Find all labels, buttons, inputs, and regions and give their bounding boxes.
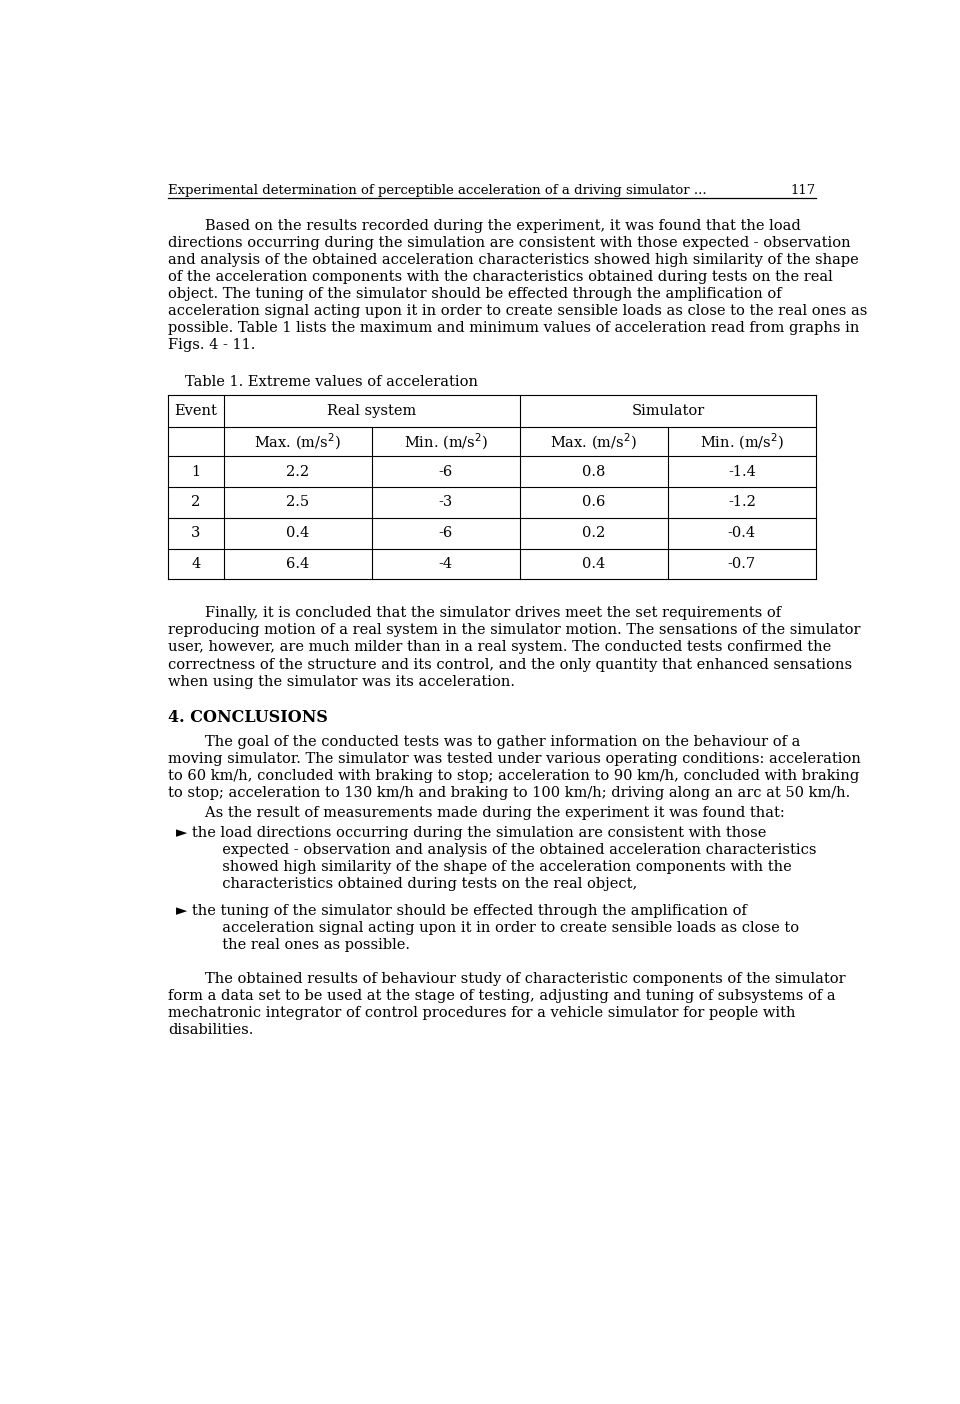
Text: 2.5: 2.5 <box>286 496 309 510</box>
Text: when using the simulator was its acceleration.: when using the simulator was its acceler… <box>168 675 516 689</box>
Text: possible. Table 1 lists the maximum and minimum values of acceleration read from: possible. Table 1 lists the maximum and … <box>168 322 859 336</box>
Text: Simulator: Simulator <box>632 404 705 418</box>
Text: The obtained results of behaviour study of characteristic components of the simu: The obtained results of behaviour study … <box>168 972 846 986</box>
Text: 3: 3 <box>191 526 201 541</box>
Text: Max. (m/s$^2$): Max. (m/s$^2$) <box>550 431 637 452</box>
Text: Max. (m/s$^2$): Max. (m/s$^2$) <box>254 431 342 452</box>
Text: -0.4: -0.4 <box>728 526 756 541</box>
Text: -0.7: -0.7 <box>728 557 756 571</box>
Text: 0.2: 0.2 <box>583 526 606 541</box>
Text: Based on the results recorded during the experiment, it was found that the load: Based on the results recorded during the… <box>168 219 801 233</box>
Text: showed high similarity of the shape of the acceleration components with the: showed high similarity of the shape of t… <box>176 861 792 875</box>
Text: Min. (m/s$^2$): Min. (m/s$^2$) <box>404 431 488 452</box>
Text: Experimental determination of perceptible acceleration of a driving simulator ..: Experimental determination of perceptibl… <box>168 184 707 197</box>
Text: the real ones as possible.: the real ones as possible. <box>176 938 410 952</box>
Text: Event: Event <box>175 404 217 418</box>
Text: -4: -4 <box>439 557 453 571</box>
Text: and analysis of the obtained acceleration characteristics showed high similarity: and analysis of the obtained acceleratio… <box>168 253 859 267</box>
Text: -6: -6 <box>439 465 453 479</box>
Text: 0.8: 0.8 <box>582 465 606 479</box>
Text: disabilities.: disabilities. <box>168 1024 253 1038</box>
Text: Real system: Real system <box>327 404 417 418</box>
Text: mechatronic integrator of control procedures for a vehicle simulator for people : mechatronic integrator of control proced… <box>168 1007 796 1021</box>
Text: ► the load directions occurring during the simulation are consistent with those: ► the load directions occurring during t… <box>176 826 766 840</box>
Text: 0.6: 0.6 <box>582 496 606 510</box>
Text: 6.4: 6.4 <box>286 557 309 571</box>
Text: correctness of the structure and its control, and the only quantity that enhance: correctness of the structure and its con… <box>168 657 852 671</box>
Text: 1: 1 <box>191 465 201 479</box>
Text: of the acceleration components with the characteristics obtained during tests on: of the acceleration components with the … <box>168 270 832 284</box>
Text: -3: -3 <box>439 496 453 510</box>
Text: Table 1. Extreme values of acceleration: Table 1. Extreme values of acceleration <box>185 375 478 389</box>
Text: 2: 2 <box>191 496 201 510</box>
Text: object. The tuning of the simulator should be effected through the amplification: object. The tuning of the simulator shou… <box>168 286 781 300</box>
Text: -1.4: -1.4 <box>728 465 756 479</box>
Text: 4. CONCLUSIONS: 4. CONCLUSIONS <box>168 709 328 726</box>
Text: ► the tuning of the simulator should be effected through the amplification of: ► the tuning of the simulator should be … <box>176 904 747 918</box>
Text: 0.4: 0.4 <box>286 526 309 541</box>
Text: As the result of measurements made during the experiment it was found that:: As the result of measurements made durin… <box>168 806 784 820</box>
Text: expected - observation and analysis of the obtained acceleration characteristics: expected - observation and analysis of t… <box>176 842 816 856</box>
Text: -1.2: -1.2 <box>728 496 756 510</box>
Text: reproducing motion of a real system in the simulator motion. The sensations of t: reproducing motion of a real system in t… <box>168 623 860 637</box>
Text: moving simulator. The simulator was tested under various operating conditions: a: moving simulator. The simulator was test… <box>168 753 861 767</box>
Text: form a data set to be used at the stage of testing, adjusting and tuning of subs: form a data set to be used at the stage … <box>168 988 835 1002</box>
Text: to 60 km/h, concluded with braking to stop; acceleration to 90 km/h, concluded w: to 60 km/h, concluded with braking to st… <box>168 769 859 783</box>
Text: Figs. 4 - 11.: Figs. 4 - 11. <box>168 338 255 352</box>
Text: directions occurring during the simulation are consistent with those expected - : directions occurring during the simulati… <box>168 236 851 250</box>
Text: characteristics obtained during tests on the real object,: characteristics obtained during tests on… <box>176 878 637 892</box>
Text: acceleration signal acting upon it in order to create sensible loads as close to: acceleration signal acting upon it in or… <box>176 921 799 935</box>
Text: to stop; acceleration to 130 km/h and braking to 100 km/h; driving along an arc : to stop; acceleration to 130 km/h and br… <box>168 786 851 800</box>
Text: Min. (m/s$^2$): Min. (m/s$^2$) <box>700 431 784 452</box>
Text: 117: 117 <box>791 184 816 197</box>
Text: 4: 4 <box>191 557 201 571</box>
Text: 0.4: 0.4 <box>583 557 606 571</box>
Text: user, however, are much milder than in a real system. The conducted tests confir: user, however, are much milder than in a… <box>168 640 831 654</box>
Text: 2.2: 2.2 <box>286 465 309 479</box>
Text: acceleration signal acting upon it in order to create sensible loads as close to: acceleration signal acting upon it in or… <box>168 305 868 317</box>
Text: -6: -6 <box>439 526 453 541</box>
Text: Finally, it is concluded that the simulator drives meet the set requirements of: Finally, it is concluded that the simula… <box>168 607 781 621</box>
Text: The goal of the conducted tests was to gather information on the behaviour of a: The goal of the conducted tests was to g… <box>168 734 801 748</box>
